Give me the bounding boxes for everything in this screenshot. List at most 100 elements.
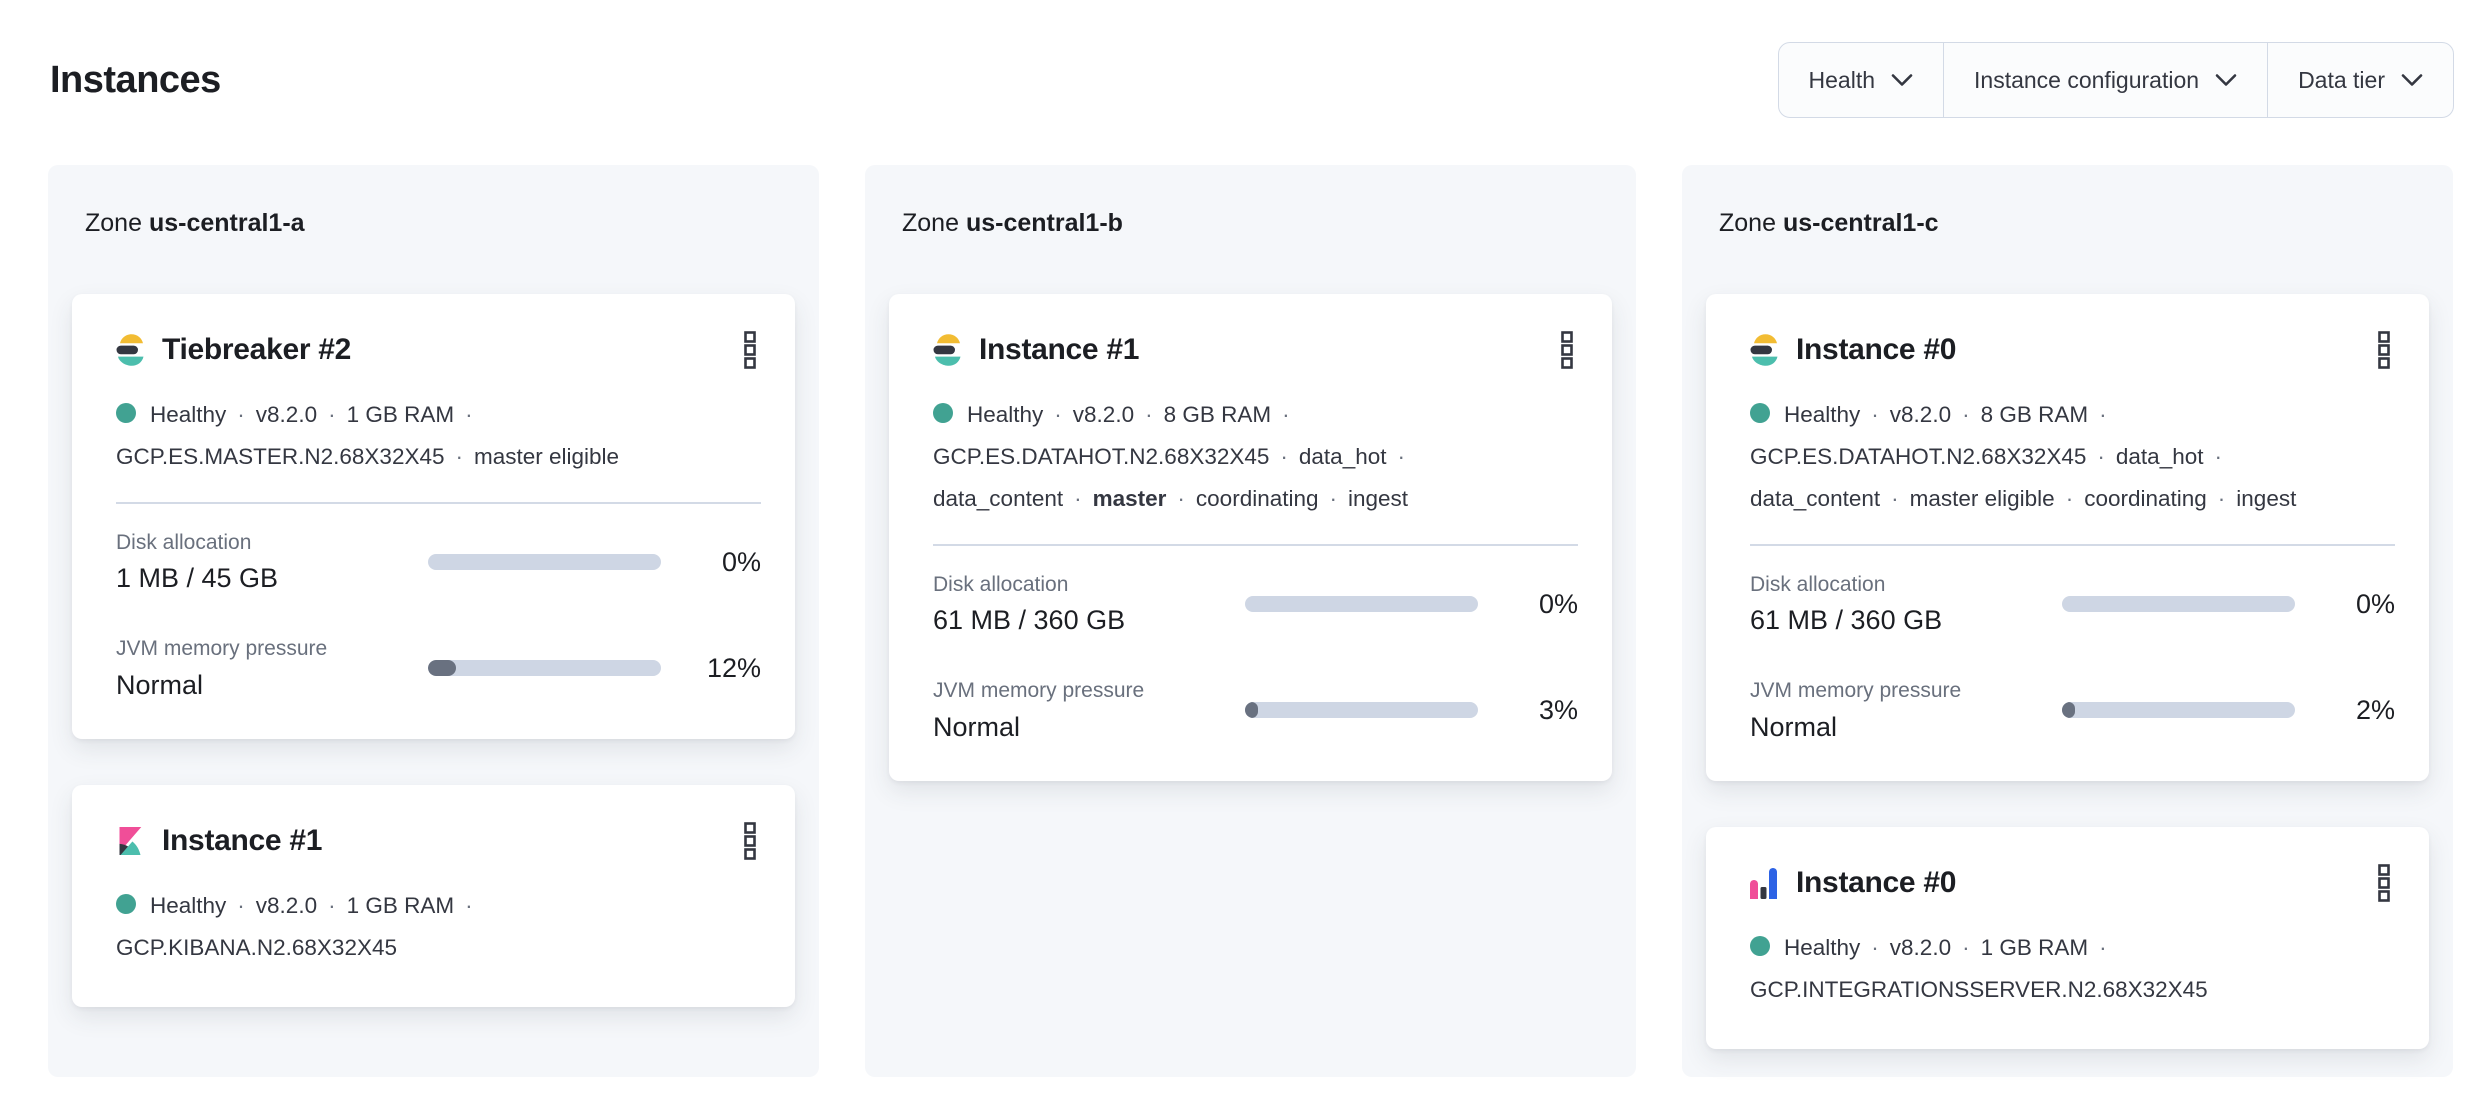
metric-percent: 3%: [1538, 694, 1578, 725]
filter-button-label: Data tier: [2298, 66, 2385, 93]
meta-separator: ·: [465, 402, 473, 427]
boxes-vertical-icon: [744, 331, 756, 369]
instance-menu-button[interactable]: [739, 819, 761, 863]
boxes-vertical-icon: [2378, 331, 2390, 369]
meta-item: Healthy: [150, 402, 227, 427]
zone-label: Zone us-central1-b: [902, 209, 1123, 237]
filter-button-data-tier[interactable]: Data tier: [2267, 43, 2453, 117]
filter-button-label: Instance configuration: [1974, 66, 2200, 93]
meta-item: master eligible: [1909, 486, 2055, 511]
instance-menu-button[interactable]: [739, 328, 761, 372]
zone-name: us-central1-c: [1782, 209, 1939, 237]
card-header: Instance #0: [1750, 861, 2395, 905]
meta-item: Healthy: [1784, 402, 1861, 427]
metric-row: Disk allocation 61 MB / 360 GB 0%: [933, 572, 1578, 636]
instance-meta: Healthy · v8.2.0 · 1 GB RAM · GCP.INTEGRATIONS…: [1750, 927, 2395, 1011]
metrics-section: Disk allocation 1 MB / 45 GB 0% JVM memory …: [116, 530, 761, 701]
meta-separator: ·: [2217, 486, 2226, 511]
meta-line: data_content · master · coordinating · ingest: [933, 478, 1578, 520]
meta-item: v8.2.0: [1889, 402, 1952, 427]
meta-separator: ·: [1871, 402, 1879, 427]
metric-percent: 0%: [721, 546, 761, 577]
instance-title: Instance #0: [1796, 865, 1957, 899]
metric-progress-fill: [2062, 702, 2075, 719]
meta-separator: ·: [1962, 402, 1970, 427]
meta-separator: ·: [1074, 486, 1082, 511]
metric-progress-bar: [428, 554, 661, 571]
meta-line: Healthy · v8.2.0 · 8 GB RAM ·: [933, 394, 1578, 436]
instance-card: Instance #1 Healthy · v8.2.0 · 1 GB RAM · GCP.…: [72, 784, 795, 1007]
filter-button-health[interactable]: Health: [1779, 43, 1943, 117]
metric-text: JVM memory pressure Normal: [933, 678, 1245, 742]
meta-separator: ·: [2099, 934, 2107, 960]
filter-button-label: Health: [1808, 66, 1876, 93]
metric-label: Disk allocation: [1750, 573, 1886, 596]
zone-panel-us-central1-b: Zone us-central1-b Instance #1 Healthy · v…: [865, 165, 1636, 1077]
zone-label: Zone us-central1-c: [1719, 209, 1939, 237]
elasticsearch-logo-icon: [116, 334, 144, 366]
boxes-vertical-icon: [744, 821, 756, 860]
instance-title: Instance #1: [979, 333, 1140, 366]
meta-line: GCP.ES.DATAHOT.N2.68X32X45 · data_hot ·: [1750, 436, 2395, 478]
filter-button-instance-configuration[interactable]: Instance configuration: [1943, 43, 2267, 117]
card-divider: [1750, 544, 2395, 546]
instance-menu-button[interactable]: [1556, 328, 1578, 372]
metric-text: JVM memory pressure Normal: [1750, 678, 2062, 742]
meta-separator: ·: [2099, 402, 2107, 427]
meta-separator: ·: [1177, 486, 1185, 511]
meta-line: data_content · master eligible · coordinatin…: [1750, 478, 2395, 520]
instance-card: Instance #0 Healthy · v8.2.0 · 8 GB RAM · GCP.…: [1706, 294, 2429, 781]
zone-label: Zone us-central1-a: [85, 209, 305, 237]
meta-item: data_hot: [2115, 444, 2204, 469]
meta-item: ingest: [1348, 486, 1409, 511]
meta-separator: ·: [1282, 402, 1290, 427]
elasticsearch-logo-icon: [933, 334, 961, 366]
meta-line: GCP.INTEGRATIONSSERVER.N2.68X32X45: [1750, 969, 2395, 1011]
meta-separator: ·: [455, 444, 464, 469]
meta-item: 8 GB RAM: [1163, 402, 1272, 427]
integrations-server-logo-icon: [1750, 867, 1777, 899]
meta-separator: ·: [328, 892, 336, 918]
instance-meta: Healthy · v8.2.0 · 8 GB RAM · GCP.ES.DATAHOT.N…: [1750, 394, 2395, 520]
meta-item: GCP.INTEGRATIONSSERVER.N2.68X32X45: [1750, 976, 2208, 1002]
meta-item: 1 GB RAM: [346, 892, 455, 918]
card-divider: [933, 544, 1578, 546]
meta-item: v8.2.0: [255, 892, 318, 918]
meta-item: Healthy: [967, 402, 1044, 427]
metric-value: Normal: [116, 669, 204, 700]
meta-separator: ·: [237, 892, 245, 918]
instance-card: Instance #0 Healthy · v8.2.0 · 1 GB RAM · GCP.…: [1706, 826, 2429, 1049]
meta-separator: ·: [1871, 934, 1879, 960]
zone-panel-us-central1-c: Zone us-central1-c Instance #0 Healthy · v…: [1682, 165, 2453, 1077]
metric-text: Disk allocation 61 MB / 360 GB: [1750, 572, 2062, 636]
zone-name: us-central1-a: [148, 209, 305, 237]
instance-meta: Healthy · v8.2.0 · 1 GB RAM · GCP.KIBANA.N2.68…: [116, 885, 761, 969]
metric-label: Disk allocation: [933, 573, 1069, 596]
metric-row: Disk allocation 61 MB / 360 GB 0%: [1750, 572, 2395, 636]
metric-progress-fill: [428, 660, 456, 677]
metric-progress-bar: [1245, 702, 1478, 719]
instance-menu-button[interactable]: [2373, 328, 2395, 372]
metric-value: 61 MB / 360 GB: [1750, 605, 1943, 636]
meta-separator: ·: [2214, 444, 2223, 469]
metrics-section: Disk allocation 61 MB / 360 GB 0% JVM memor…: [933, 572, 1578, 743]
card-header: Instance #1: [116, 819, 761, 863]
meta-separator: ·: [1329, 486, 1338, 511]
meta-item: Healthy: [150, 892, 227, 918]
meta-item: v8.2.0: [1889, 934, 1952, 960]
instance-title: Instance #1: [162, 823, 323, 857]
metric-row: JVM memory pressure Normal 3%: [933, 678, 1578, 742]
meta-item: master: [1092, 486, 1167, 511]
meta-line: GCP.ES.DATAHOT.N2.68X32X45 · data_hot ·: [933, 436, 1578, 478]
metric-progress-bar: [2062, 702, 2295, 719]
metric-text: Disk allocation 61 MB / 360 GB: [933, 572, 1245, 636]
metric-row: Disk allocation 1 MB / 45 GB 0%: [116, 530, 761, 594]
instance-menu-button[interactable]: [2373, 861, 2395, 905]
health-dot-icon: [1750, 403, 1770, 423]
elasticsearch-logo-icon: [1750, 334, 1778, 366]
meta-item: data_hot: [1298, 444, 1387, 469]
meta-item: Healthy: [1784, 934, 1861, 960]
zone-panel-us-central1-a: Zone us-central1-a Tiebreaker #2 Healthy…: [48, 165, 819, 1077]
metric-value: 1 MB / 45 GB: [116, 563, 279, 594]
meta-line: Healthy · v8.2.0 · 1 GB RAM ·: [1750, 927, 2395, 969]
